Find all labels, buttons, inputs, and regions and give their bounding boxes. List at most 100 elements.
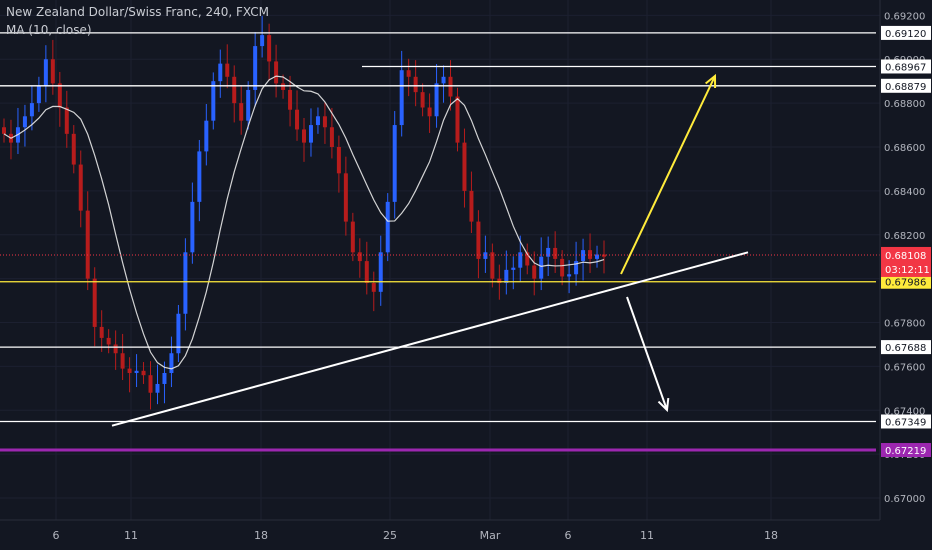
candle-down xyxy=(106,337,111,345)
candle-down xyxy=(57,83,62,108)
candle-down xyxy=(455,96,460,143)
candle-down xyxy=(553,247,558,259)
candle-up xyxy=(204,120,209,152)
candle-down xyxy=(476,221,481,259)
candle-down xyxy=(560,258,565,277)
candle-down xyxy=(322,116,327,128)
candle-down xyxy=(350,221,355,253)
candle-up xyxy=(518,252,523,268)
price-label-bg xyxy=(881,443,931,458)
candle-down xyxy=(469,190,474,222)
candle-down xyxy=(462,142,467,191)
candle-down xyxy=(288,89,293,110)
candle-down xyxy=(141,370,146,376)
candle-up xyxy=(539,256,544,279)
current-price-tag xyxy=(881,246,931,277)
candle-up xyxy=(392,125,397,202)
candle-up xyxy=(183,252,188,314)
candle-up xyxy=(595,254,600,259)
time-tick-label: 18 xyxy=(764,529,778,542)
candle-down xyxy=(78,164,83,211)
candle-down xyxy=(120,353,125,369)
candle-down xyxy=(371,283,376,292)
price-tick-label: 0.68800 xyxy=(884,99,925,110)
candle-down xyxy=(99,326,104,338)
candle-up xyxy=(176,313,181,354)
price-tick-label: 0.67400 xyxy=(884,406,925,417)
price-label-bg xyxy=(881,59,931,74)
time-tick-label: Mar xyxy=(480,529,501,542)
candle-down xyxy=(113,344,118,354)
candle-up xyxy=(29,103,34,117)
price-tick-label: 0.68400 xyxy=(884,187,925,198)
candle-down xyxy=(50,59,55,84)
candle-down xyxy=(448,76,453,97)
candle-down xyxy=(148,375,153,393)
price-tick-label: 0.68600 xyxy=(884,143,925,154)
candle-up xyxy=(36,85,41,104)
time-tick-label: 6 xyxy=(53,529,60,542)
candle-down xyxy=(281,83,286,90)
support-trendline xyxy=(111,251,749,427)
candle-down xyxy=(490,252,495,279)
candle-down xyxy=(427,107,432,117)
time-tick-label: 11 xyxy=(640,529,654,542)
arrow-up-shaft xyxy=(620,75,716,275)
arrow-up-head xyxy=(705,73,717,89)
candle-down xyxy=(336,147,341,174)
candle-down xyxy=(274,61,279,84)
candle-down xyxy=(602,254,606,257)
price-label-bg xyxy=(881,340,931,355)
candle-down xyxy=(127,368,132,373)
candle-down xyxy=(302,129,306,143)
candle-down xyxy=(329,127,334,148)
countdown-timer: 03:12:11 xyxy=(885,265,930,276)
candle-down xyxy=(588,250,593,259)
candle-down xyxy=(92,278,97,327)
candle-up xyxy=(197,151,202,202)
candle-down xyxy=(267,35,272,62)
candle-up xyxy=(253,46,258,90)
candle-up xyxy=(399,70,404,126)
candle-down xyxy=(525,252,530,266)
time-tick-label: 6 xyxy=(565,529,572,542)
time-tick-label: 11 xyxy=(124,529,138,542)
candle-up xyxy=(378,252,383,292)
candle-up xyxy=(441,76,446,84)
candle-down xyxy=(295,109,300,130)
price-label-0.69120: 0.69120 xyxy=(885,29,926,40)
candle-up xyxy=(511,267,516,270)
candle-down xyxy=(232,76,237,104)
candle-down xyxy=(343,173,348,222)
candle-down xyxy=(497,278,502,284)
candle-down xyxy=(64,107,69,134)
candle-up xyxy=(190,201,195,253)
candle-up xyxy=(434,83,439,117)
moving-average-line xyxy=(3,75,605,370)
candle-up xyxy=(574,261,579,275)
time-tick-label: 18 xyxy=(254,529,268,542)
candle-up xyxy=(218,63,223,82)
candle-down xyxy=(532,265,537,279)
price-label-0.67349: 0.67349 xyxy=(885,417,926,428)
price-tick-label: 0.67800 xyxy=(884,319,925,330)
candle-up xyxy=(567,274,572,277)
price-label-0.68879: 0.68879 xyxy=(885,82,926,93)
candle-down xyxy=(406,70,411,77)
candle-down xyxy=(357,252,362,262)
candle-down xyxy=(413,76,418,93)
price-tick-label: 0.69200 xyxy=(884,11,925,22)
price-label-bg xyxy=(881,414,931,429)
candle-down xyxy=(2,127,6,134)
candle-up xyxy=(308,125,313,143)
indicator-label: MA (10, close) xyxy=(6,23,92,37)
price-label-bg xyxy=(881,274,931,289)
candle-up xyxy=(162,372,167,384)
candle-up xyxy=(315,116,320,126)
candle-up xyxy=(169,353,174,373)
price-label-0.68967: 0.68967 xyxy=(885,62,926,73)
price-label-bg xyxy=(881,78,931,93)
current-price-value: 0.68108 xyxy=(885,251,926,262)
